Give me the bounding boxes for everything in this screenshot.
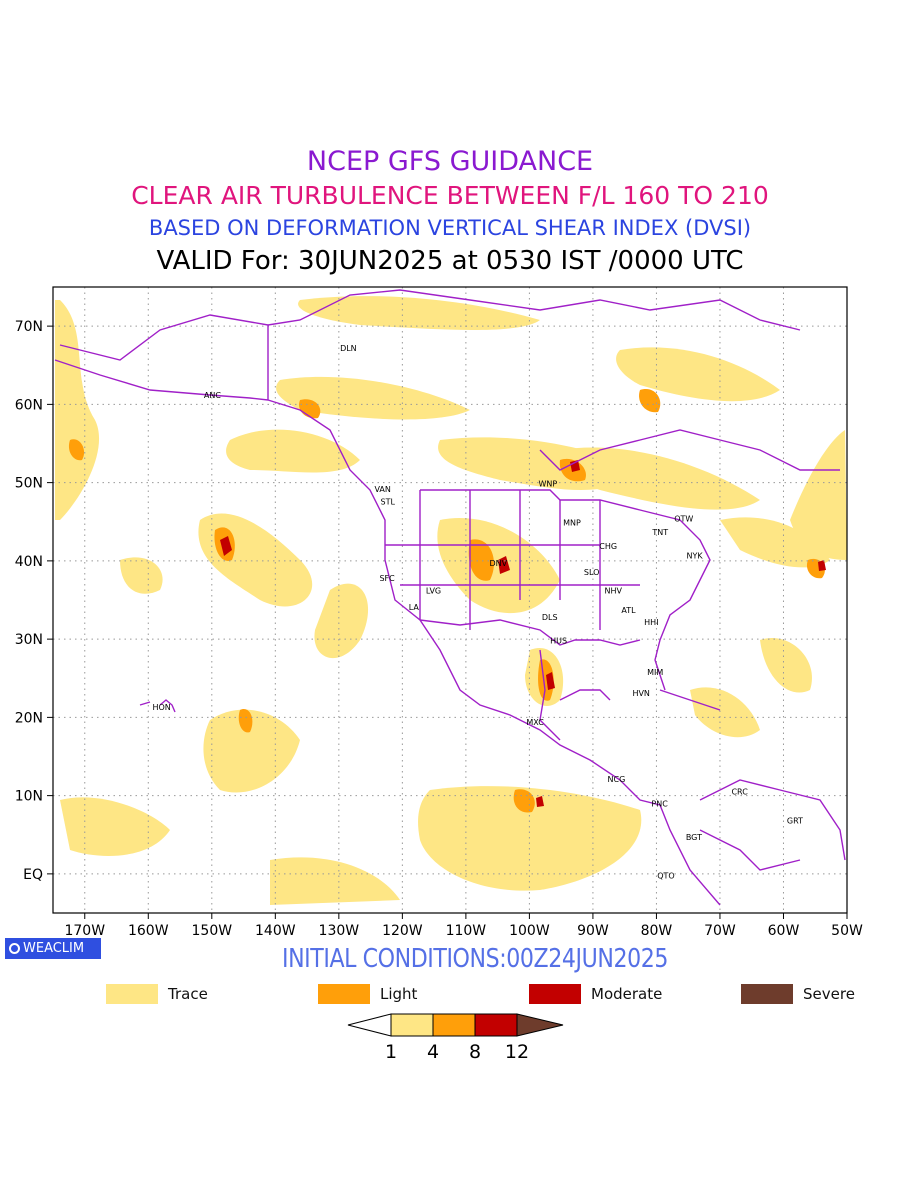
latitude-tick-label: 70N (15, 319, 43, 335)
legend-swatch-severe (741, 984, 793, 1004)
colorbar-label: 12 (505, 1041, 529, 1063)
station-label: DLS (542, 613, 558, 622)
longitude-axis: 170W 160W 150W 140W 130W 120W 110W 100W 90W 80W 70… (64, 913, 863, 939)
colorbar-light-box (432, 1013, 476, 1037)
lat-lon-gridlines (53, 287, 848, 913)
colorbar-severe-triangle (516, 1013, 564, 1037)
legend-light: Light (318, 983, 417, 1005)
station-label: TNT (651, 528, 668, 537)
legend-label-severe: Severe (803, 985, 855, 1003)
station-label: WNP (538, 479, 557, 488)
latitude-tick-label: 60N (15, 397, 43, 413)
station-label: HVN (632, 689, 649, 698)
weaclim-logo: WEACLIM (5, 938, 101, 959)
station-label: MNP (563, 519, 581, 528)
latitude-axis: EQ 10N 20N 30N 40N 50N 60N 70N (15, 319, 53, 883)
longitude-tick-label: 120W (382, 923, 423, 939)
longitude-tick-label: 150W (192, 923, 233, 939)
latitude-tick-label: 50N (15, 476, 43, 492)
trace-turbulence-areas (55, 296, 847, 905)
station-label: MIM (647, 668, 663, 677)
station-label: OTW (674, 515, 693, 524)
longitude-tick-label: 90W (577, 923, 609, 939)
legend-label-moderate: Moderate (591, 985, 663, 1003)
legend-label-light: Light (380, 985, 418, 1003)
station-label: HHI (644, 618, 658, 627)
station-label: SLO (584, 568, 600, 577)
title-index: BASED ON DEFORMATION VERTICAL SHEAR INDE… (148, 216, 752, 240)
station-label: LVG (426, 587, 441, 596)
station-label: HON (152, 703, 170, 712)
weaclim-logo-text: WEACLIM (23, 941, 85, 956)
legend-moderate: Moderate (529, 983, 662, 1005)
colorbar: 1 4 8 12 (347, 1013, 564, 1063)
station-label: VAN (374, 485, 390, 494)
station-label: ATL (621, 606, 636, 615)
initial-conditions: INITIAL CONDITIONS:00Z24JUN2025 (281, 944, 669, 974)
station-label: DNV (489, 559, 507, 568)
latitude-tick-label: 10N (15, 789, 43, 805)
longitude-tick-label: 50W (831, 923, 863, 939)
station-label: NCG (608, 775, 626, 784)
latitude-tick-label: 40N (15, 554, 43, 570)
station-label: PNC (651, 799, 668, 808)
colorbar-label: 8 (469, 1041, 481, 1063)
legend-swatch-trace (106, 984, 158, 1004)
station-label: LA (409, 603, 420, 612)
station-label: STL (381, 497, 396, 506)
station-label: MXC (526, 718, 544, 727)
station-label: CRC (731, 788, 748, 797)
latitude-tick-label: EQ (23, 867, 43, 883)
longitude-tick-label: 140W (255, 923, 296, 939)
longitude-tick-label: 60W (768, 923, 800, 939)
station-label: CHG (599, 542, 617, 551)
colorbar-label: 4 (427, 1041, 439, 1063)
station-label: DLN (340, 344, 357, 353)
station-label: QTO (657, 871, 674, 880)
longitude-tick-label: 110W (446, 923, 487, 939)
station-label: BGT (686, 833, 702, 842)
legend-swatch-light (318, 984, 370, 1004)
latitude-tick-label: 20N (15, 710, 43, 726)
longitude-tick-label: 70W (704, 923, 736, 939)
station-label: SFC (379, 574, 395, 583)
longitude-tick-label: 100W (509, 923, 550, 939)
station-label: GRT (787, 817, 803, 826)
legend-trace: Trace (106, 983, 208, 1005)
title-guidance: NCEP GFS GUIDANCE (306, 146, 594, 177)
station-label: NHV (605, 587, 623, 596)
longitude-tick-label: 130W (319, 923, 360, 939)
colorbar-moderate-box (474, 1013, 518, 1037)
moderate-turbulence-areas (220, 460, 826, 807)
legend-severe: Severe (741, 983, 855, 1005)
colorbar-label: 1 (385, 1041, 397, 1063)
weaclim-ring-icon (9, 943, 20, 954)
legend-swatch-moderate (529, 984, 581, 1004)
political-boundaries (54, 289, 846, 906)
longitude-tick-label: 170W (64, 923, 105, 939)
station-labels: DLN ANC VAN STL WNP MNP TNT OTW CHG NYK DNV SFC SLO L… (152, 344, 803, 880)
title-valid-time: VALID For: 30JUN2025 at 0530 IST /0000 U… (156, 246, 744, 276)
station-label: ANC (204, 391, 221, 400)
longitude-tick-label: 80W (641, 923, 673, 939)
legend-label-trace: Trace (168, 985, 208, 1003)
station-label: NYK (686, 551, 703, 560)
colorbar-low-triangle (347, 1013, 392, 1037)
colorbar-trace-box (390, 1013, 434, 1037)
station-label: HUS (550, 637, 567, 646)
latitude-tick-label: 30N (15, 632, 43, 648)
longitude-tick-label: 160W (128, 923, 169, 939)
title-product: CLEAR AIR TURBULENCE BETWEEN F/L 160 TO … (131, 181, 769, 210)
